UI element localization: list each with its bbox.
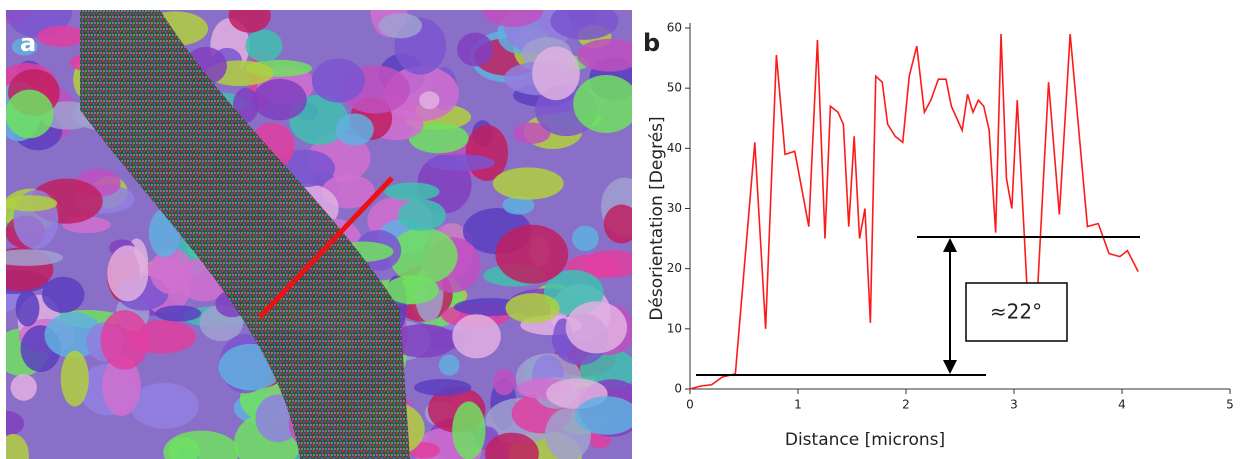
grain (155, 305, 202, 322)
x-tick-label: 3 (1010, 398, 1018, 412)
y-tick-label: 20 (667, 261, 682, 275)
grain (397, 199, 446, 231)
grain (438, 354, 460, 376)
grain (6, 195, 58, 212)
grain (482, 10, 544, 27)
grain (413, 379, 472, 396)
grain (37, 25, 87, 47)
map-overlay (80, 10, 410, 459)
annotation-box (965, 282, 1068, 342)
grain (457, 32, 494, 67)
grain (573, 75, 632, 133)
grain (245, 29, 283, 62)
grain (389, 227, 458, 285)
y-tick-label: 60 (667, 21, 682, 35)
grain (575, 396, 632, 435)
grain (389, 323, 457, 358)
annotation: ≈22° (696, 236, 1140, 376)
grain (452, 401, 486, 459)
x-tick-label: 0 (686, 398, 694, 412)
grain (60, 350, 89, 407)
grain (6, 433, 30, 459)
x-tick-label: 1 (794, 398, 802, 412)
grain (6, 89, 54, 139)
grain (495, 224, 569, 284)
grain (577, 38, 632, 72)
grain (130, 382, 199, 429)
grain (252, 78, 307, 121)
panel-label: b (643, 29, 660, 57)
grain-boundary-band (80, 10, 410, 459)
y-tick-label: 50 (667, 81, 682, 95)
y-axis-label: Désorientation [Degrés] (647, 116, 667, 320)
grain (228, 10, 271, 33)
arrow-head (943, 238, 957, 374)
grain (6, 249, 64, 266)
grain (11, 38, 38, 56)
x-axis-label: Distance [microns] (785, 430, 945, 450)
grain (311, 58, 366, 103)
y-tick-label: 40 (667, 141, 682, 155)
grain (408, 123, 469, 154)
grain (532, 46, 580, 101)
x-tick-label: 5 (1226, 398, 1234, 412)
grain (484, 432, 539, 459)
grain (603, 204, 632, 244)
grain (419, 91, 440, 110)
grain (41, 276, 85, 313)
y-tick-label: 0 (674, 382, 682, 396)
y-tick-label: 10 (667, 321, 682, 335)
grain (6, 410, 25, 437)
grain (100, 310, 150, 370)
grain (102, 356, 141, 417)
panel-label: a (20, 29, 36, 57)
grain (378, 13, 423, 39)
grain (550, 10, 619, 40)
grain (168, 437, 200, 459)
annotation-text: ≈22° (990, 300, 1042, 324)
grain (426, 154, 495, 172)
grain (10, 374, 37, 401)
grain (502, 195, 535, 215)
grain (384, 182, 440, 201)
y-tick-label: 30 (667, 201, 682, 215)
grain (385, 275, 439, 305)
grain (335, 113, 374, 146)
grain (492, 167, 564, 200)
grain (505, 293, 560, 324)
grain (492, 369, 516, 396)
grain (571, 225, 599, 252)
x-tick-label: 2 (902, 398, 910, 412)
grain (107, 245, 149, 302)
x-tick-label: 4 (1118, 398, 1126, 412)
grain (565, 301, 628, 354)
grain (513, 122, 551, 144)
grain (465, 124, 509, 181)
grain (15, 290, 40, 327)
grain (149, 248, 194, 295)
grain (452, 314, 501, 359)
grain (232, 87, 259, 123)
data-line (689, 33, 1139, 390)
profile-line (258, 176, 394, 319)
